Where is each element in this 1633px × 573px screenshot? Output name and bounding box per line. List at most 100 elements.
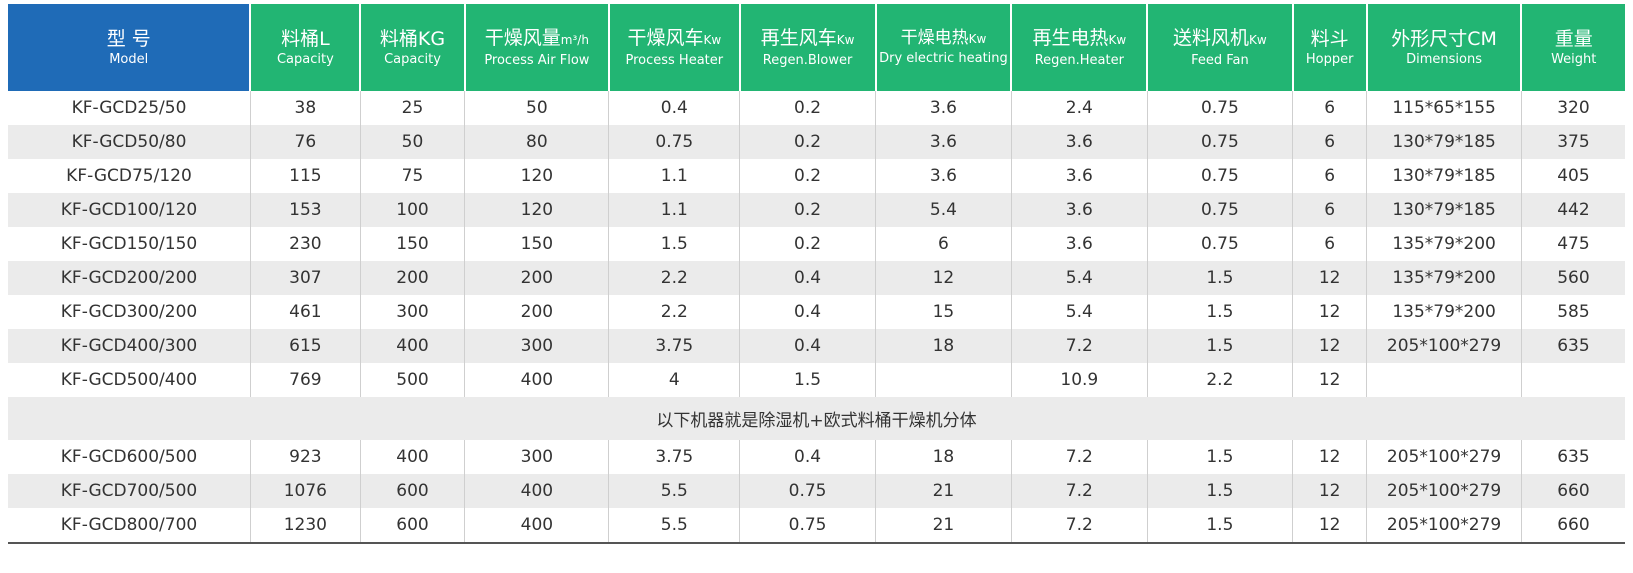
cell-weight: 560 — [1520, 261, 1625, 295]
cell-process-air-flow: 400 — [464, 508, 609, 544]
cell-process-heater: 1.5 — [608, 227, 740, 261]
cell-process-heater: 2.2 — [608, 261, 740, 295]
header-model: 型 号 Model — [8, 4, 251, 91]
cell-regen-heater: 10.9 — [1010, 363, 1148, 397]
cell-feed-fan: 1.5 — [1146, 295, 1293, 329]
cell-capacity-kg: 75 — [359, 159, 465, 193]
cell-dry-electric-heating — [875, 363, 1012, 397]
cell-regen-blower: 0.2 — [739, 125, 876, 159]
cell-feed-fan: 2.2 — [1146, 363, 1293, 397]
header-unit: m³/h — [560, 32, 589, 47]
cell-model: KF-GCD800/700 — [8, 508, 251, 544]
cell-process-heater: 4 — [608, 363, 740, 397]
header-unit: Kw — [1108, 32, 1127, 47]
cell-hopper: 12 — [1292, 440, 1367, 474]
header-regen-blower: 再生风车Kw Regen.Blower — [738, 4, 876, 91]
spec-table: 型 号 Model 料桶L Capacity 料桶KG Capacity 干燥风量m³/h P… — [8, 4, 1625, 544]
header-cn-text: 料桶L — [281, 27, 330, 50]
header-en-label: Feed Fan — [1191, 52, 1249, 68]
header-process-air-flow: 干燥风量m³/h Process Air Flow — [463, 4, 609, 91]
note-text: 以下机器就是除湿机+欧式料桶干燥机分体 — [8, 397, 1625, 440]
cell-capacity-kg: 600 — [359, 508, 465, 544]
cell-feed-fan: 0.75 — [1146, 91, 1293, 125]
cell-model: KF-GCD200/200 — [8, 261, 251, 295]
cell-dimensions: 135*79*200 — [1366, 295, 1522, 329]
header-capacity-kg: 料桶KG Capacity — [359, 4, 465, 91]
cell-feed-fan: 0.75 — [1146, 125, 1293, 159]
cell-capacity-kg: 200 — [359, 261, 465, 295]
cell-model: KF-GCD300/200 — [60, 302, 198, 322]
cell-capacity-l: 153 — [249, 193, 361, 227]
cell-capacity-l: 923 — [249, 440, 361, 474]
cell-feed-fan: 1.5 — [1146, 440, 1293, 474]
cell-dry-electric-heating: 18 — [875, 440, 1012, 474]
table-row: KF-GCD25/50 38 25 50 0.4 0.2 3.6 2.4 0.75 6 115*65… — [8, 91, 1625, 125]
cell-capacity-l: 76 — [249, 125, 361, 159]
cell-capacity-kg: 150 — [359, 227, 465, 261]
header-cn-label: 再生电热Kw — [1014, 26, 1144, 52]
cell-capacity-kg: 100 — [359, 193, 465, 227]
cell-dimensions: 205*100*279 — [1366, 329, 1522, 363]
header-en-label: Process Heater — [625, 52, 724, 68]
cell-process-heater: 1.1 — [608, 193, 740, 227]
cell-dimensions: 205*100*279 — [1366, 474, 1522, 508]
cell-hopper: 6 — [1292, 227, 1367, 261]
cell-capacity-l: 1230 — [249, 508, 361, 544]
cell-hopper: 6 — [1292, 193, 1367, 227]
cell-capacity-l: 38 — [249, 91, 361, 125]
cell-process-heater: 3.75 — [608, 440, 740, 474]
cell-hopper: 12 — [1292, 261, 1367, 295]
cell-regen-blower: 0.75 — [739, 508, 876, 544]
cell-capacity-kg: 400 — [359, 440, 465, 474]
header-en-label: Dry electric heating — [879, 51, 1008, 66]
cell-dimensions: 130*79*185 — [1366, 193, 1522, 227]
cell-process-air-flow: 300 — [464, 440, 609, 474]
cell-hopper: 12 — [1292, 295, 1367, 329]
cell-process-heater: 5.5 — [608, 508, 740, 544]
header-cn-label: 料桶KG — [363, 27, 462, 51]
cell-process-air-flow: 200 — [464, 261, 609, 295]
cell-regen-blower: 1.5 — [739, 363, 876, 397]
cell-regen-blower: 0.75 — [739, 474, 876, 508]
cell-capacity-kg: 400 — [359, 329, 465, 363]
header-process-heater: 干燥风车Kw Process Heater — [607, 4, 740, 91]
header-cn-label: 料桶L — [253, 27, 357, 51]
header-cn-label: 型 号 — [10, 27, 247, 51]
table-row: KF-GCD100/120 153 100 120 1.1 0.2 5.4 3.6 0.75 6 1… — [8, 193, 1625, 227]
cell-process-air-flow: 200 — [464, 295, 609, 329]
cell-hopper: 12 — [1292, 363, 1367, 397]
cell-regen-heater: 5.4 — [1010, 295, 1148, 329]
header-unit: Kw — [836, 32, 855, 47]
cell-dry-electric-heating: 3.6 — [875, 125, 1012, 159]
cell-capacity-l: 615 — [249, 329, 361, 363]
header-cn-text: 型 号 — [106, 27, 151, 50]
cell-regen-heater: 2.4 — [1010, 91, 1148, 125]
header-unit: Kw — [1249, 32, 1267, 47]
cell-weight: 660 — [1520, 508, 1625, 544]
cell-weight: 635 — [1520, 440, 1625, 474]
header-en-label: Hopper — [1305, 51, 1354, 67]
cell-regen-heater: 7.2 — [1010, 329, 1148, 363]
cell-dry-electric-heating: 6 — [875, 227, 1012, 261]
cell-hopper: 6 — [1292, 91, 1367, 125]
cell-process-heater: 2.2 — [608, 295, 740, 329]
cell-capacity-l: 461 — [249, 295, 361, 329]
cell-weight: 320 — [1520, 91, 1625, 125]
cell-dimensions: 135*79*200 — [1366, 227, 1522, 261]
table-row: KF-GCD150/150 230 150 150 1.5 0.2 6 3.6 0.75 6 135… — [8, 227, 1625, 261]
header-cn-label: 料斗 — [1296, 27, 1364, 51]
header-cn-label: 重量 — [1524, 27, 1623, 51]
cell-weight: 660 — [1520, 474, 1625, 508]
cell-hopper: 6 — [1292, 159, 1367, 193]
header-cn-text: 料桶KG — [379, 27, 446, 50]
table-row: KF-GCD600/500 923 400 300 3.75 0.4 18 7.2 1.5 12 2… — [8, 440, 1625, 474]
cell-capacity-l: 115 — [249, 159, 361, 193]
cell-feed-fan: 1.5 — [1146, 508, 1293, 544]
header-cn-text: 干燥电热 — [900, 28, 969, 48]
header-cn-text: 重量 — [1554, 27, 1593, 50]
cell-feed-fan: 0.75 — [1146, 159, 1293, 193]
cell-regen-blower: 0.2 — [739, 193, 876, 227]
cell-regen-blower: 0.4 — [739, 329, 876, 363]
table-row: KF-GCD50/80 76 50 80 0.75 0.2 3.6 3.6 0.75 6 130*7… — [8, 125, 1625, 159]
cell-capacity-kg: 25 — [359, 91, 465, 125]
